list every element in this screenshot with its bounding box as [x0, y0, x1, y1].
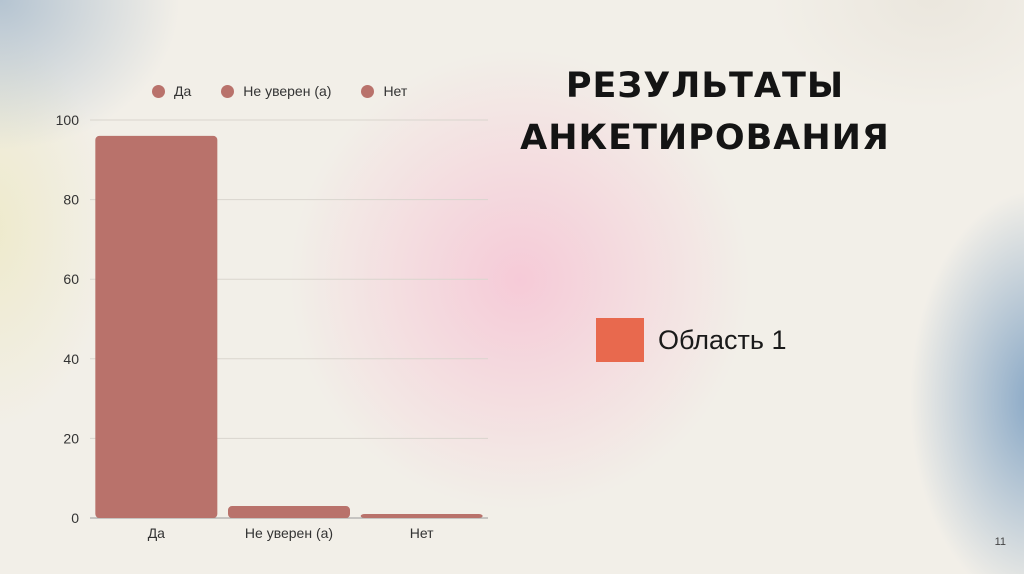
area-legend: Область 1 — [596, 318, 786, 362]
chart-legend: Да Не уверен (а) Нет — [152, 83, 437, 99]
y-tick-label: 0 — [71, 510, 79, 526]
slide-title-line1: РЕЗУЛЬТАТЫ — [565, 66, 845, 106]
y-tick-label: 20 — [63, 430, 79, 446]
y-tick-label: 80 — [63, 192, 79, 208]
x-tick-label: Не уверен (а) — [245, 525, 333, 541]
legend-item-da: Да — [152, 83, 191, 99]
y-tick-label: 40 — [63, 351, 79, 367]
bar — [228, 506, 350, 518]
x-tick-label: Нет — [410, 525, 434, 541]
legend-dot — [221, 84, 235, 98]
legend-item-net: Нет — [361, 83, 407, 99]
legend-dot — [361, 84, 375, 98]
bar — [95, 135, 218, 519]
x-tick-label: Да — [148, 525, 165, 541]
bar — [360, 514, 483, 518]
y-tick-label: 60 — [63, 271, 79, 287]
legend-label: Да — [174, 83, 192, 99]
slide-title: РЕЗУЛЬТАТЫ АНКЕТИРОВАНИЯ — [520, 60, 890, 164]
slide-title-line2: АНКЕТИРОВАНИЯ — [520, 118, 890, 158]
page-number: 11 — [994, 536, 1006, 548]
area-label: Область 1 — [658, 324, 787, 355]
legend-item-ne-uveren: Не уверен (а) — [221, 83, 331, 99]
legend-label: Нет — [383, 83, 408, 99]
legend-dot — [152, 84, 165, 98]
legend-label: Не уверен (а) — [243, 83, 332, 99]
area-swatch — [596, 318, 644, 362]
y-tick-label: 100 — [56, 112, 80, 128]
